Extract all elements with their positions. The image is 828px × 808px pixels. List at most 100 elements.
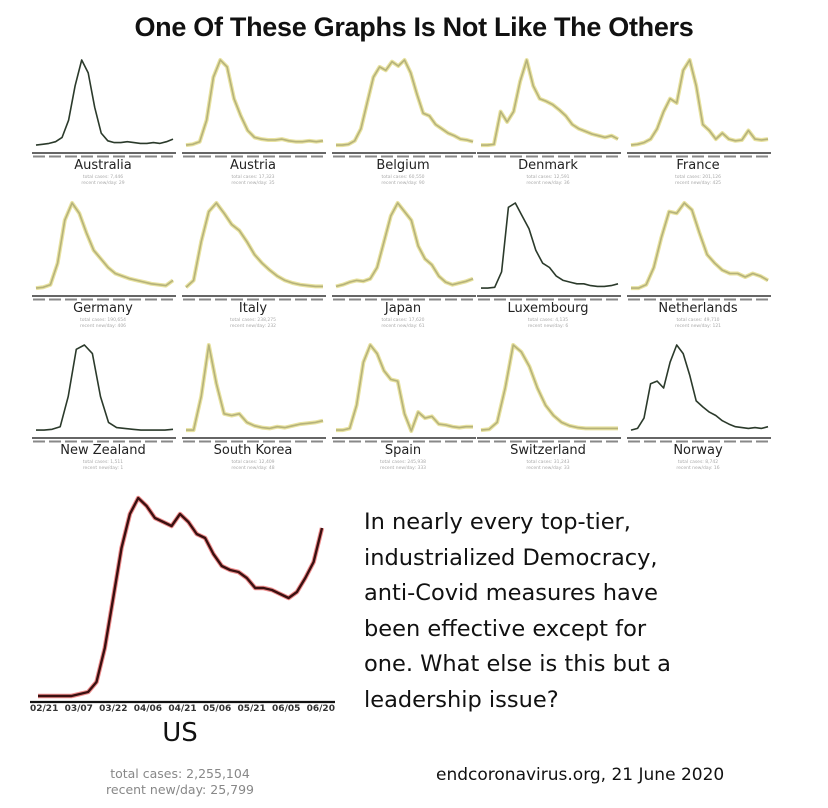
x-tick-label: [724, 155, 736, 158]
x-tick-label: [606, 155, 618, 158]
chart-plot: [627, 201, 771, 301]
us-chart-plot: [30, 495, 335, 704]
series-line-glow: [336, 58, 474, 148]
x-tick-label: [145, 440, 157, 443]
chart-title: Australia: [74, 158, 132, 173]
recent-new-per-day: recent new/day: 16: [676, 466, 720, 471]
us-recent-new-per-day: recent new/day: 25,799: [106, 782, 254, 797]
x-tick-label: [161, 298, 173, 301]
chart-title: Japan: [384, 301, 422, 316]
x-tick-label: [199, 440, 211, 443]
x-tick-label: [692, 440, 704, 443]
message-line: been effective except for: [364, 615, 647, 642]
x-tick-label: [231, 155, 243, 158]
recent-new-per-day: recent new/day: 232: [229, 324, 277, 329]
x-tick-label: [429, 440, 441, 443]
total-cases: total cases: 60,550: [381, 175, 425, 180]
country-chart-switzerland: Switzerland total cases: 31,243 recent new…: [473, 335, 623, 480]
x-tick-label: [628, 440, 640, 443]
chart-plot: [332, 58, 476, 158]
x-tick-label: [161, 155, 173, 158]
x-tick-label: [365, 298, 377, 301]
x-tick-label: [161, 440, 173, 443]
x-tick-label: [606, 298, 618, 301]
x-tick-label: [644, 155, 656, 158]
x-tick-label: [333, 155, 345, 158]
x-tick-label: [183, 298, 195, 301]
series-line: [335, 202, 474, 288]
total-cases: total cases: 17,620: [381, 318, 425, 323]
x-tick-label: [740, 440, 752, 443]
total-cases: total cases: 245,938: [380, 460, 426, 465]
chart-title: Switzerland: [510, 443, 586, 458]
x-tick-label: [708, 298, 720, 301]
chart-title: Norway: [673, 443, 723, 458]
us-total-cases: total cases: 2,255,104: [110, 766, 250, 781]
x-tick-label: [365, 440, 377, 443]
x-tick-label: [247, 298, 259, 301]
x-tick-label: [558, 155, 570, 158]
x-tick-label: [215, 155, 227, 158]
page-title: One Of These Graphs Is Not Like The Othe…: [134, 12, 694, 42]
us-series-line: [38, 496, 324, 698]
chart-title: Netherlands: [658, 301, 738, 316]
message-line: In nearly every top-tier,: [364, 509, 631, 535]
x-tick-label: [113, 155, 125, 158]
chart-plot: [477, 202, 621, 301]
us-series-line-glow: [38, 495, 325, 699]
x-tick-label: [676, 155, 688, 158]
x-tick-label: [349, 155, 361, 158]
x-tick-label: [724, 440, 736, 443]
chart-title: Belgium: [376, 158, 430, 173]
x-tick-label: [49, 155, 61, 158]
x-tick-label: [97, 440, 109, 443]
x-tick-label: [708, 440, 720, 443]
x-tick-label: [590, 440, 602, 443]
x-tick-label: [311, 440, 323, 443]
recent-new-per-day: recent new/day: 6: [527, 324, 569, 329]
x-tick-label: [542, 440, 554, 443]
series-line: [336, 59, 474, 146]
series-line: [35, 202, 174, 289]
x-tick-label: [461, 298, 473, 301]
total-cases: total cases: 4,135: [527, 318, 569, 323]
series-line: [480, 344, 618, 431]
message-line: anti-Covid measures have: [364, 580, 658, 606]
us-chart-title: US: [162, 718, 198, 748]
chart-plot: [182, 58, 326, 158]
x-tick-label: [381, 298, 393, 301]
x-tick-label: [676, 298, 688, 301]
series-line: [185, 202, 323, 288]
x-tick-label: [279, 298, 291, 301]
x-tick-label: [413, 298, 425, 301]
x-tick-label: [740, 155, 752, 158]
country-chart-austria: Austria total cases: 17,323 recent new/day…: [178, 50, 328, 195]
x-tick-label: [145, 155, 157, 158]
x-tick-label: [413, 440, 425, 443]
recent-new-per-day: recent new/day: 61: [381, 324, 425, 329]
series-line: [630, 344, 769, 431]
total-cases: total cases: 12,409: [231, 460, 275, 465]
country-chart-spain: Spain total cases: 245,938 recent new/day:…: [328, 335, 478, 480]
x-tick-label: [113, 440, 125, 443]
us-x-tick-label: 03/22: [99, 704, 128, 714]
x-tick-label: [81, 440, 93, 443]
x-tick-label: [574, 155, 586, 158]
recent-new-per-day: recent new/day: 36: [526, 181, 570, 186]
x-tick-label: [397, 298, 409, 301]
us-x-tick-label: 02/21: [30, 704, 59, 714]
x-tick-label: [81, 155, 93, 158]
series-line-glow: [35, 201, 175, 291]
chart-plot: [627, 58, 771, 158]
country-chart-denmark: Denmark total cases: 12,591 recent new/day…: [473, 50, 623, 195]
recent-new-per-day: recent new/day: 29: [81, 181, 125, 186]
total-cases: total cases: 7,446: [82, 175, 124, 180]
country-chart-new-zealand: New Zealand total cases: 1,511 recent new/…: [28, 335, 178, 480]
x-tick-label: [49, 298, 61, 301]
recent-new-per-day: recent new/day: 121: [674, 324, 722, 329]
x-tick-label: [445, 440, 457, 443]
country-chart-italy: Italy total cases: 238,275 recent new/day:…: [178, 193, 328, 338]
x-tick-label: [445, 298, 457, 301]
chart-title: Denmark: [518, 158, 578, 173]
chart-plot: [32, 201, 176, 301]
